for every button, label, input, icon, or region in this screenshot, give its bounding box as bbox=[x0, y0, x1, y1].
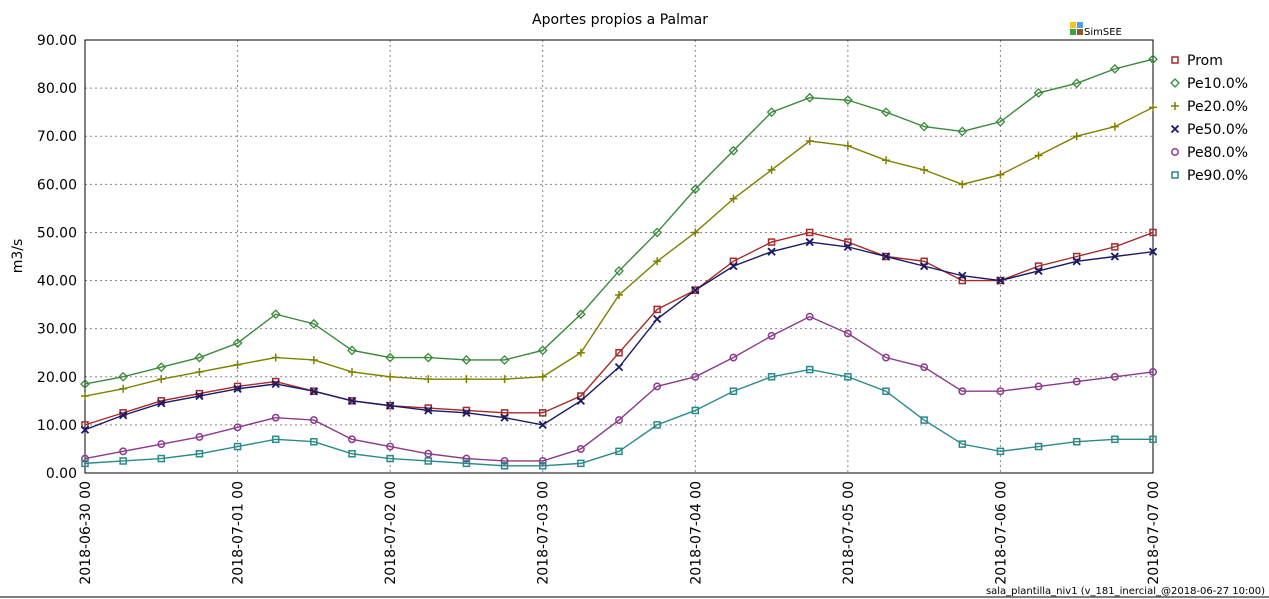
data-point bbox=[157, 375, 165, 383]
legend: Prom Pe10.0% Pe20.0% Pe50.0% Pe80.0% Pe90.0% bbox=[1171, 53, 1248, 184]
y-tick-label: 40.00 bbox=[37, 274, 77, 290]
y-tick-label: 0.00 bbox=[46, 466, 77, 482]
data-point bbox=[1149, 103, 1157, 111]
series-Pe10.0% bbox=[81, 55, 1157, 388]
plot-area-border bbox=[85, 40, 1153, 473]
y-tick-label: 30.00 bbox=[37, 322, 77, 338]
x-tick-label: 2018-07-07 00 bbox=[1146, 481, 1162, 585]
data-point bbox=[1172, 126, 1179, 133]
data-point bbox=[272, 354, 280, 362]
data-point bbox=[539, 373, 547, 381]
logo-square-yellow bbox=[1070, 22, 1076, 28]
footer-text: sala_plantilla_niv1 (v_181_inercial_@201… bbox=[986, 586, 1265, 597]
logo-text: SimSEE bbox=[1084, 27, 1122, 38]
chart-title: Aportes propios a Palmar bbox=[532, 12, 708, 28]
x-tick-label: 2018-07-05 00 bbox=[841, 481, 857, 585]
data-point bbox=[1035, 151, 1043, 159]
series-Pe90.0% bbox=[82, 367, 1156, 469]
y-tick-label: 70.00 bbox=[37, 129, 77, 145]
legend-item: Pe10.0% bbox=[1171, 76, 1248, 92]
series-Prom bbox=[82, 229, 1156, 427]
x-tick-label: 2018-07-02 00 bbox=[383, 481, 399, 585]
y-tick-label: 80.00 bbox=[37, 81, 77, 97]
logo-square-brown bbox=[1077, 29, 1083, 35]
data-point bbox=[348, 368, 356, 376]
legend-label: Pe90.0% bbox=[1187, 168, 1248, 184]
data-point bbox=[1171, 79, 1179, 87]
series bbox=[81, 55, 1157, 469]
data-point bbox=[81, 392, 89, 400]
y-axis: 0.00 10.00 20.00 30.00 40.00 50.00 60.00 70.00 8… bbox=[37, 33, 77, 482]
y-tick-label: 90.00 bbox=[37, 33, 77, 49]
legend-item: Prom bbox=[1172, 53, 1223, 69]
data-point bbox=[1171, 102, 1179, 110]
y-tick-label: 10.00 bbox=[37, 418, 77, 434]
legend-label: Pe20.0% bbox=[1187, 99, 1248, 115]
logo-square-green bbox=[1070, 29, 1076, 35]
y-axis-label: m3/s bbox=[10, 239, 26, 274]
legend-item: Pe80.0% bbox=[1172, 145, 1248, 161]
x-axis: 2018-06-30 00 2018-07-01 00 2018-07-02 00 2… bbox=[78, 481, 1162, 585]
y-tick-label: 60.00 bbox=[37, 177, 77, 193]
data-point bbox=[462, 375, 470, 383]
data-point bbox=[920, 166, 928, 174]
data-point bbox=[996, 171, 1004, 179]
series-line bbox=[85, 59, 1153, 384]
data-point bbox=[1111, 123, 1119, 131]
legend-label: Pe50.0% bbox=[1187, 122, 1248, 138]
grid bbox=[85, 40, 1153, 473]
legend-item: Pe50.0% bbox=[1172, 122, 1249, 138]
data-point bbox=[1073, 132, 1081, 140]
data-point bbox=[616, 364, 623, 371]
x-tick-label: 2018-06-30 00 bbox=[78, 481, 94, 585]
legend-label: Prom bbox=[1187, 53, 1223, 69]
y-tick-label: 50.00 bbox=[37, 225, 77, 241]
legend-item: Pe90.0% bbox=[1172, 168, 1248, 184]
data-point bbox=[119, 385, 127, 393]
data-point bbox=[234, 361, 242, 369]
legend-item: Pe20.0% bbox=[1171, 99, 1248, 115]
legend-label: Pe80.0% bbox=[1187, 145, 1248, 161]
y-tick-label: 20.00 bbox=[37, 370, 77, 386]
data-point bbox=[882, 156, 890, 164]
logo-square-blue bbox=[1077, 22, 1083, 28]
x-tick-label: 2018-07-01 00 bbox=[231, 481, 247, 585]
simsee-logo: SimSEE bbox=[1070, 22, 1122, 38]
series-line bbox=[85, 370, 1153, 466]
data-point bbox=[310, 356, 318, 364]
x-tick-label: 2018-07-03 00 bbox=[536, 481, 552, 585]
data-point bbox=[577, 349, 585, 357]
data-point bbox=[1172, 57, 1178, 63]
data-point bbox=[844, 142, 852, 150]
data-point bbox=[958, 180, 966, 188]
data-point bbox=[1172, 172, 1178, 178]
data-point bbox=[195, 368, 203, 376]
data-point bbox=[386, 373, 394, 381]
data-point bbox=[1172, 149, 1178, 155]
legend-label: Pe10.0% bbox=[1187, 76, 1248, 92]
data-point bbox=[654, 316, 661, 323]
x-tick-label: 2018-07-06 00 bbox=[993, 481, 1009, 585]
series-line bbox=[85, 317, 1153, 461]
x-tick-label: 2018-07-04 00 bbox=[688, 481, 704, 585]
